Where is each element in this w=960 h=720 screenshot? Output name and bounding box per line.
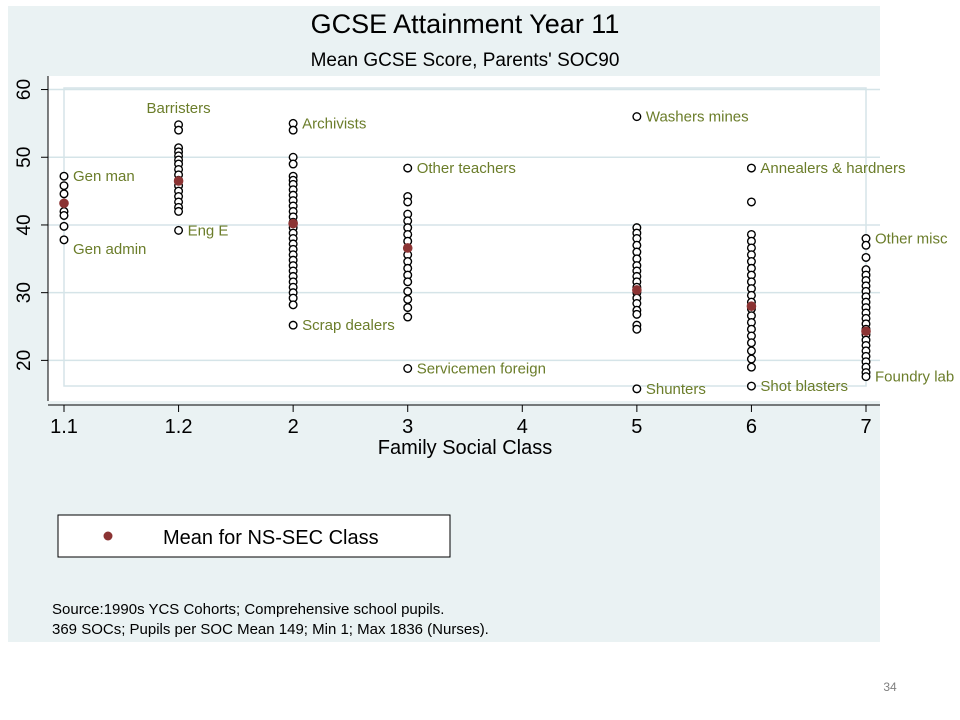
point-annotation: Washers mines	[646, 109, 749, 126]
data-point	[403, 294, 413, 304]
data-point	[632, 112, 642, 122]
data-point	[403, 197, 413, 207]
data-point	[59, 235, 69, 245]
data-point	[403, 312, 413, 322]
data-point	[288, 300, 298, 310]
data-point	[403, 303, 413, 313]
y-tick-label: 50	[14, 147, 35, 168]
data-point	[59, 171, 69, 181]
plot-area	[48, 76, 880, 401]
y-tick-label: 20	[14, 350, 35, 371]
data-point	[861, 252, 871, 262]
point-annotation: Scrap dealers	[302, 317, 395, 334]
x-tick-label: 1.1	[50, 416, 78, 438]
data-point	[861, 240, 871, 250]
mean-marker	[861, 326, 871, 337]
mean-marker	[746, 301, 757, 312]
x-tick-label: 3	[402, 416, 413, 438]
data-point	[746, 362, 756, 372]
point-annotation: Servicemen foreign	[417, 361, 546, 378]
point-annotation: Gen man	[73, 168, 135, 185]
data-point	[746, 346, 756, 356]
data-point	[59, 210, 69, 220]
data-point	[632, 324, 642, 334]
legend: Mean for NS-SEC Class	[57, 514, 451, 558]
data-point	[632, 309, 642, 319]
mean-marker	[173, 176, 184, 186]
x-tick-label: 2	[288, 416, 299, 438]
data-point	[746, 354, 756, 364]
x-tick-label: 7	[860, 416, 871, 438]
mean-marker	[288, 218, 298, 229]
data-point	[288, 125, 298, 135]
x-tick-label: 4	[517, 416, 528, 438]
x-tick-label: 6	[746, 416, 757, 438]
data-point	[288, 159, 298, 169]
data-point	[746, 163, 756, 173]
source-note-line2: 369 SOCs; Pupils per SOC Mean 149; Min 1…	[52, 621, 489, 638]
data-point	[288, 320, 298, 330]
data-point	[59, 189, 69, 199]
data-point	[861, 372, 871, 382]
legend-label: Mean for NS-SEC Class	[163, 527, 379, 549]
mean-marker	[632, 285, 642, 295]
axes: 20 30 40 50 60 1.1 1.2 2 3 4 5 6 7	[14, 76, 880, 438]
point-annotations: Gen man Gen admin Barristers Eng E Archivist…	[73, 100, 954, 398]
point-annotation: Foundry lab	[875, 369, 954, 386]
point-annotation: Annealers & hardners	[760, 160, 905, 177]
x-tick-label: 5	[631, 416, 642, 438]
data-point	[174, 206, 184, 216]
legend-box	[57, 514, 451, 558]
y-tick-label: 40	[14, 214, 35, 235]
mean-marker	[402, 243, 413, 253]
data-point	[403, 286, 413, 296]
point-annotation: Eng E	[188, 222, 229, 239]
scatter-points	[59, 112, 871, 394]
point-annotation: Other misc	[875, 231, 948, 248]
x-axis-label: Family Social Class	[378, 437, 552, 459]
point-annotation: Other teachers	[417, 160, 516, 177]
data-point	[746, 338, 756, 348]
mean-marker	[59, 198, 69, 209]
chart-subtitle: Mean GCSE Score, Parents' SOC90	[311, 50, 620, 71]
data-point	[746, 381, 756, 391]
data-point	[632, 384, 642, 394]
y-tick-label: 30	[14, 282, 35, 303]
data-point	[746, 197, 756, 207]
x-tick-label: 1.2	[165, 416, 193, 438]
data-point	[403, 364, 413, 374]
point-annotation: Gen admin	[73, 241, 146, 258]
data-point	[174, 125, 184, 135]
data-point	[174, 225, 184, 235]
data-point	[403, 163, 413, 173]
slide-number: 34	[883, 680, 897, 694]
legend-mean-marker	[103, 531, 113, 541]
data-point	[403, 277, 413, 287]
grid-lines	[48, 88, 880, 362]
point-annotation: Archivists	[302, 115, 366, 132]
source-note-line1: Source:1990s YCS Cohorts; Comprehensive …	[52, 601, 444, 618]
data-point	[59, 221, 69, 231]
point-annotation: Shunters	[646, 381, 706, 398]
point-annotation: Shot blasters	[760, 378, 848, 395]
mean-markers	[59, 176, 871, 337]
point-annotation: Barristers	[146, 100, 210, 117]
y-tick-label: 60	[14, 79, 35, 100]
data-point	[59, 181, 69, 191]
chart-title: GCSE Attainment Year 11	[311, 9, 620, 39]
